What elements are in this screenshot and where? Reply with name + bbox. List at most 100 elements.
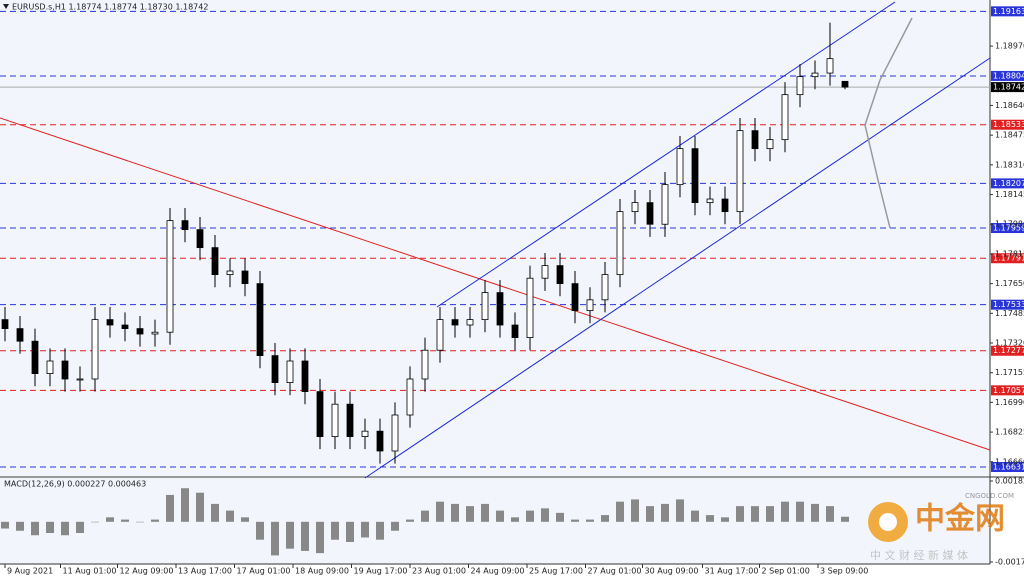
macd-bar xyxy=(676,499,684,522)
candle-body xyxy=(496,292,504,326)
candle-body xyxy=(406,378,414,416)
macd-bar xyxy=(526,510,534,522)
candle-body xyxy=(676,148,684,186)
arrow-down xyxy=(864,124,891,229)
watermark-site: CNGOLD.COM xyxy=(965,492,1014,500)
macd-bar xyxy=(736,506,744,522)
level-label: 1.17533 xyxy=(993,300,1024,309)
x-tick-label: 31 Aug 17:00 xyxy=(705,567,759,576)
macd-bar xyxy=(436,501,444,522)
macd-bar xyxy=(31,521,39,536)
candle-body xyxy=(811,72,819,78)
candle-body xyxy=(136,328,144,335)
x-tick-label: 11 Aug 01:00 xyxy=(63,567,117,576)
level-label: 1.16631 xyxy=(993,463,1024,472)
candle-body xyxy=(376,430,384,452)
macd-bar xyxy=(811,503,819,522)
macd-bar xyxy=(511,517,519,522)
y-tick-label: 1.17320 xyxy=(995,339,1024,348)
y-tick-label: 1.18145 xyxy=(995,190,1024,199)
watermark: 中金网 CNGOLD.COM 中 文 财 经 新 媒 体 xyxy=(868,492,1014,562)
candle-body xyxy=(721,198,729,213)
macd-bar xyxy=(556,512,564,522)
candle-body xyxy=(451,319,459,326)
macd-bar xyxy=(826,506,834,522)
candle-body xyxy=(766,139,774,150)
candle-body xyxy=(196,229,204,249)
level-label-bg xyxy=(991,223,1024,234)
y-tick-label: 1.17485 xyxy=(995,309,1024,318)
level-label-bg xyxy=(991,385,1024,396)
candle-body xyxy=(361,430,369,437)
channel-lower xyxy=(364,57,991,479)
y-tick-label: 1.16990 xyxy=(995,398,1024,407)
macd-bar xyxy=(136,521,144,523)
macd-bar xyxy=(211,503,219,522)
candle-body xyxy=(706,198,714,204)
macd-bar xyxy=(631,499,639,522)
level-label: 1.17277 xyxy=(993,346,1024,355)
macd-bar xyxy=(646,506,654,522)
candle-body xyxy=(436,319,444,351)
candle-body xyxy=(481,292,489,321)
candle-body xyxy=(556,265,564,285)
macd-label: MACD(12,26,9) 0.000227 0.000463 xyxy=(4,480,146,489)
y-tick-label: 1.17650 xyxy=(995,279,1024,288)
candle-body xyxy=(106,319,114,326)
current-price-label: 1.18742 xyxy=(993,83,1024,92)
macd-bar xyxy=(691,510,699,522)
macd-tick-label: -0.001795 xyxy=(995,558,1024,567)
macd-bar xyxy=(106,517,114,522)
candle-body xyxy=(616,211,624,276)
macd-bar xyxy=(391,521,399,531)
x-tick-label: 3 Sep 09:00 xyxy=(820,567,868,576)
y-tick-label: 1.18970 xyxy=(995,42,1024,51)
candle-body xyxy=(691,148,699,204)
macd-bar xyxy=(121,519,129,522)
candle-body xyxy=(601,274,609,301)
level-label: 1.18804 xyxy=(993,71,1024,80)
macd-bar xyxy=(421,510,429,522)
watermark-icon-inner xyxy=(879,513,897,531)
macd-bar xyxy=(16,521,24,531)
macd-bar xyxy=(541,508,549,522)
macd-bar xyxy=(91,521,99,523)
trend-line xyxy=(0,117,991,451)
candle-body xyxy=(781,94,789,141)
candle-body xyxy=(31,340,39,375)
macd-bar xyxy=(301,521,309,551)
x-tick-label: 9 Aug 2021 xyxy=(7,567,53,576)
macd-bar xyxy=(271,521,279,556)
level-label: 1.18207 xyxy=(993,179,1024,188)
candle-body xyxy=(346,403,354,437)
candle-body xyxy=(751,130,759,150)
candle-body xyxy=(16,328,24,342)
candle-body xyxy=(316,391,324,437)
y-tick-label: 1.18475 xyxy=(995,131,1024,140)
macd-bar xyxy=(706,515,714,522)
candle-body xyxy=(121,324,129,330)
macd-bar xyxy=(601,515,609,522)
y-tick-label: 1.17815 xyxy=(995,249,1024,258)
level-label-bg xyxy=(991,70,1024,81)
macd-bar xyxy=(361,521,369,538)
candle-body xyxy=(646,202,654,225)
candle-body xyxy=(211,247,219,276)
x-tick-label: 24 Aug 09:00 xyxy=(471,567,525,576)
level-label-bg xyxy=(991,462,1024,473)
level-label-bg xyxy=(991,345,1024,356)
level-label-bg xyxy=(991,119,1024,130)
macd-bar xyxy=(256,521,264,540)
macd-bar xyxy=(616,501,624,522)
macd-bg xyxy=(0,478,990,564)
macd-bar xyxy=(451,503,459,522)
macd-bar xyxy=(331,521,339,540)
x-tick-label: 27 Aug 01:00 xyxy=(588,567,642,576)
candle-body xyxy=(736,130,744,213)
x-tick-label: 23 Aug 01:00 xyxy=(412,567,466,576)
candle-body xyxy=(541,265,549,279)
candle-body xyxy=(286,360,294,383)
macd-bar xyxy=(226,510,234,522)
candle-body xyxy=(526,277,534,339)
